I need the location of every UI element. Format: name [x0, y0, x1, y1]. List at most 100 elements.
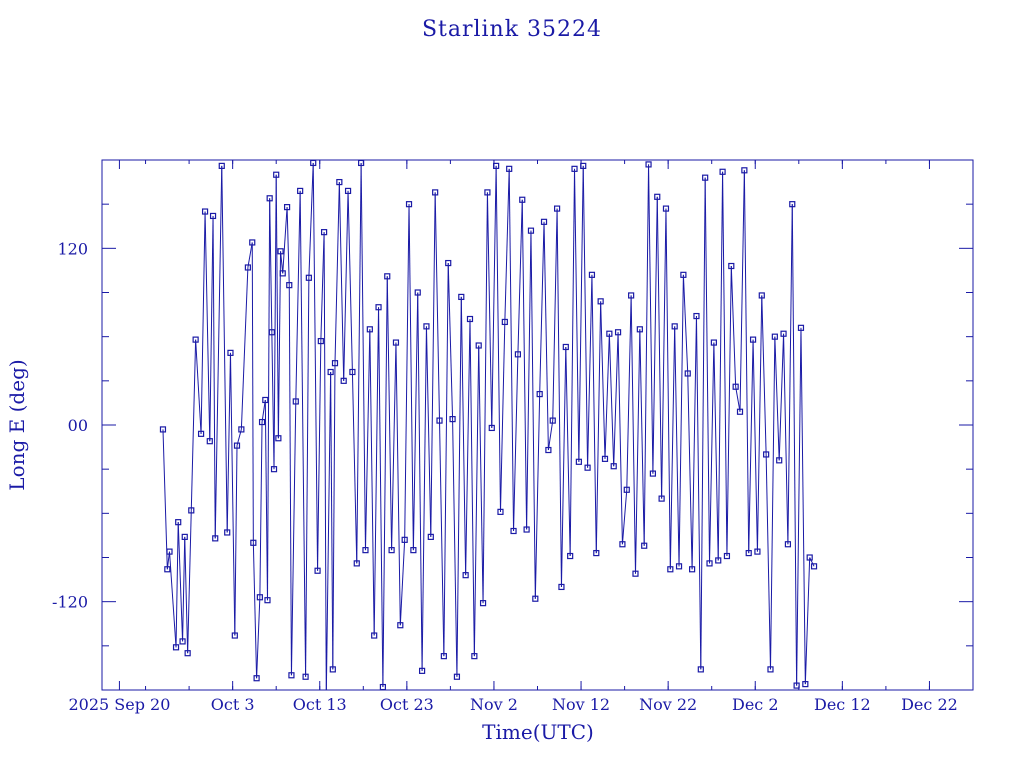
- series-line-segment: [277, 251, 282, 439]
- series-point: [371, 632, 378, 639]
- series-point: [558, 583, 565, 591]
- series-line-segment: [521, 199, 528, 530]
- y-axis-ticks: 120 00 -120: [52, 159, 973, 691]
- series-point: [297, 187, 304, 195]
- series-point: [493, 162, 500, 169]
- series-point: [264, 597, 271, 604]
- y-tick-label: 120: [57, 239, 88, 258]
- series-point: [732, 383, 739, 390]
- series-line-segment: [286, 207, 290, 286]
- series-line-segment: [332, 363, 336, 670]
- series-line-segment: [591, 274, 597, 554]
- series-line-segment: [669, 326, 676, 570]
- series-point: [310, 160, 317, 167]
- x-axis-label: Time(UTC): [482, 720, 594, 744]
- series-line-segment: [547, 420, 554, 451]
- series-line-segment: [560, 346, 567, 587]
- series-line-segment: [290, 401, 297, 676]
- series-line-segment: [212, 215, 216, 539]
- series-point: [314, 567, 321, 574]
- series-line-segment: [682, 274, 689, 374]
- series-point: [588, 271, 596, 278]
- series-point: [445, 259, 452, 267]
- series-line-segment: [748, 339, 754, 554]
- plot-frame: [101, 159, 974, 691]
- series-point: [449, 416, 456, 423]
- series-point: [244, 264, 251, 271]
- series-point: [745, 549, 752, 557]
- series-point: [192, 336, 199, 343]
- series-point: [277, 248, 284, 255]
- series-point: [238, 426, 245, 433]
- series-point: [623, 486, 630, 493]
- series-point: [283, 204, 291, 211]
- series-point: [632, 570, 639, 577]
- x-tick-label: Oct 13: [293, 695, 347, 714]
- series-line-segment: [256, 597, 261, 679]
- series-point: [514, 351, 522, 358]
- series-point: [601, 455, 609, 462]
- series-point: [321, 229, 328, 236]
- series-point: [340, 377, 347, 384]
- series-point: [693, 312, 700, 320]
- series-line-segment: [369, 329, 375, 636]
- series-point: [268, 329, 275, 336]
- series-point: [606, 330, 613, 337]
- series-point: [784, 541, 792, 548]
- series-line-segment: [639, 329, 645, 546]
- series-line-segment: [504, 168, 510, 322]
- series-line-segment: [652, 196, 658, 474]
- series-line-segment: [312, 162, 319, 571]
- series-line-segment: [469, 318, 475, 657]
- series-point: [519, 196, 526, 203]
- series-line-segment: [373, 307, 380, 636]
- series-point: [780, 330, 787, 337]
- series-line-segment: [783, 333, 789, 545]
- series-point: [410, 547, 417, 554]
- series-line-segment: [299, 190, 307, 677]
- series-line-segment: [478, 345, 484, 604]
- series-line-segment: [704, 177, 711, 564]
- series-line-segment: [508, 168, 515, 532]
- series-line-segment: [486, 192, 493, 428]
- series-line-segment: [209, 215, 214, 442]
- series-point: [270, 466, 278, 473]
- series-line-segment: [678, 274, 684, 567]
- series-point: [224, 529, 231, 536]
- series-point: [802, 681, 809, 688]
- series-line-segment: [351, 371, 358, 564]
- series-line-segment: [774, 336, 780, 461]
- series-line-segment: [378, 307, 384, 688]
- series-point: [286, 282, 293, 289]
- series-point: [166, 548, 173, 555]
- series-point: [789, 201, 796, 208]
- series-point: [645, 161, 652, 168]
- series-point: [362, 547, 369, 554]
- series-line-segment: [722, 171, 728, 557]
- series-line-segment: [761, 295, 767, 455]
- series-point: [327, 368, 334, 376]
- series-point: [536, 390, 543, 398]
- series-point: [488, 424, 495, 432]
- series-line-segment: [325, 371, 332, 690]
- series-line-segment: [443, 263, 449, 657]
- series-line-segment: [175, 522, 179, 648]
- series-line-segment: [240, 267, 249, 430]
- series-point: [715, 557, 722, 564]
- series-line-segment: [386, 276, 393, 551]
- series-line-segment: [543, 221, 549, 451]
- series-line-segment: [574, 168, 580, 462]
- y-axis-label: Long E (deg): [5, 359, 29, 490]
- series-point: [201, 208, 209, 215]
- series-point: [256, 594, 263, 601]
- series-line-segment: [269, 198, 273, 333]
- series-point: [184, 650, 191, 657]
- series-point: [317, 337, 324, 345]
- series-point: [684, 370, 691, 377]
- series-point: [553, 205, 561, 212]
- series-point: [258, 418, 266, 426]
- series-line-segment: [356, 162, 362, 564]
- series-point: [302, 673, 309, 680]
- series-point: [614, 329, 622, 336]
